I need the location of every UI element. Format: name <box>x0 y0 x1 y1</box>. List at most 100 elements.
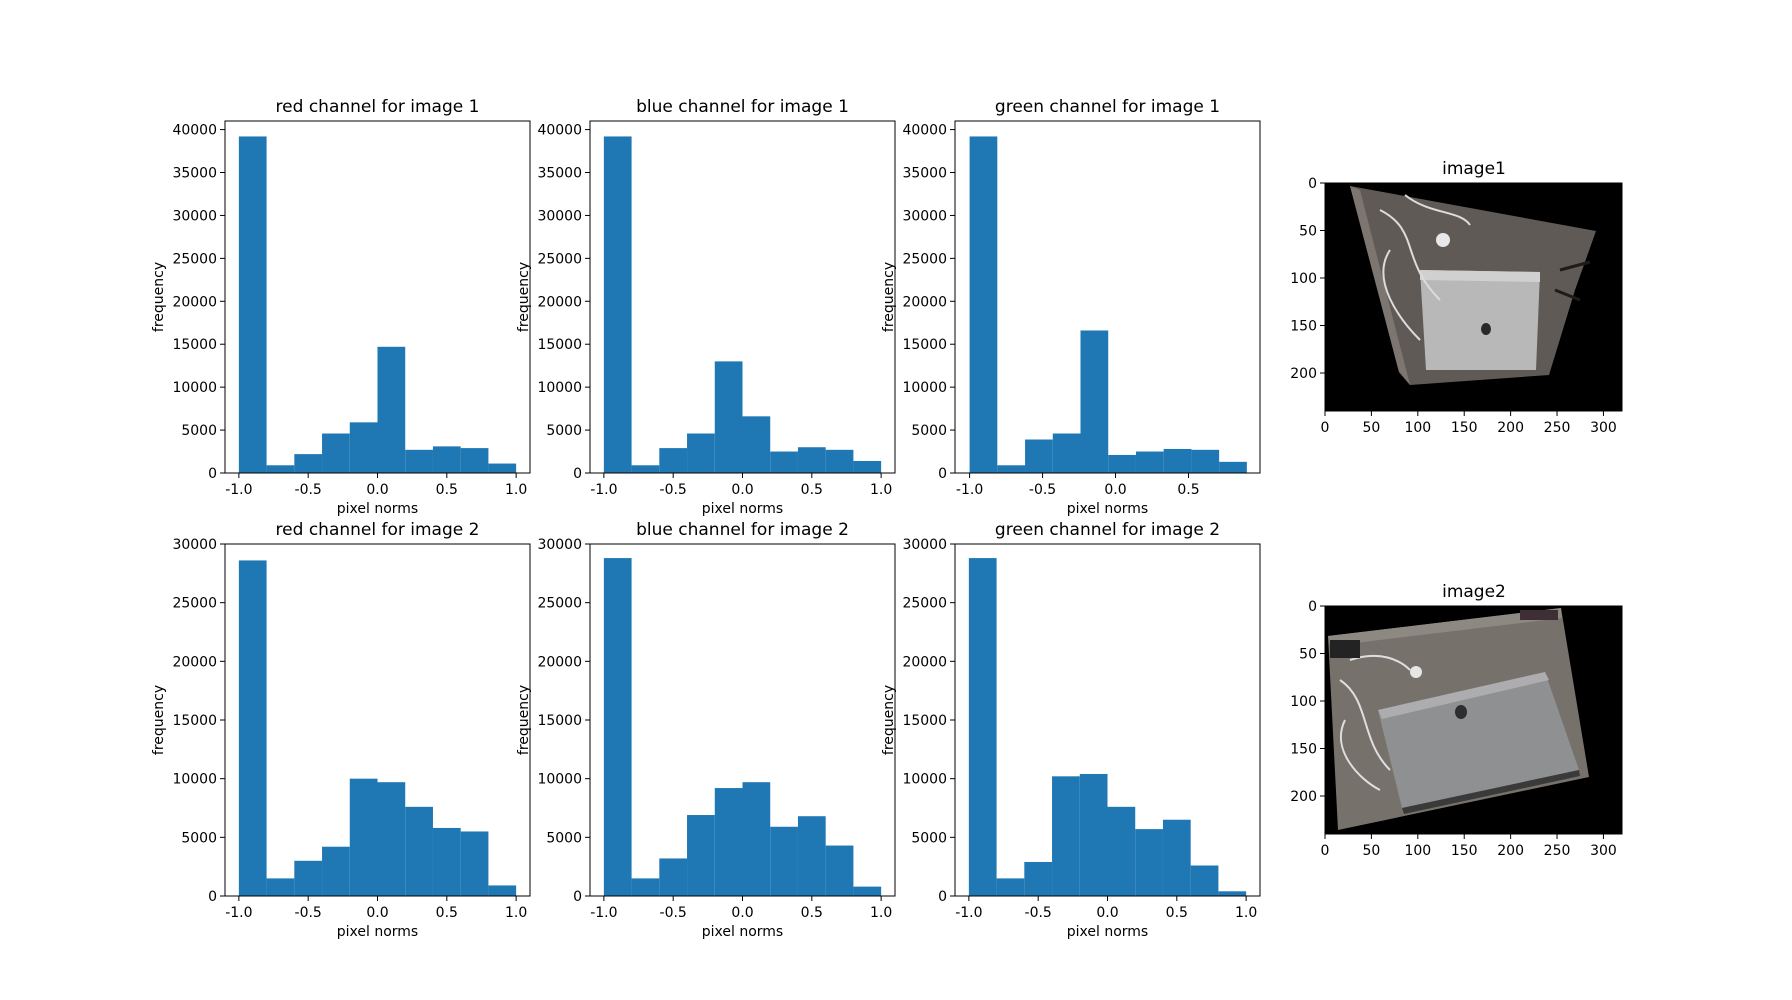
y-tick-label: 15000 <box>902 713 947 729</box>
histogram-bar <box>1135 829 1163 896</box>
histogram-bar <box>405 449 433 473</box>
image-y-tick-label: 150 <box>1290 319 1317 335</box>
image-x-tick-label: 250 <box>1544 843 1571 859</box>
histogram-bar <box>1108 454 1136 473</box>
histogram-bar <box>377 782 406 896</box>
y-tick-label: 10000 <box>172 380 217 396</box>
y-axis-label: frequency <box>881 262 897 332</box>
histogram-bar <box>659 858 688 896</box>
x-tick-label: -1.0 <box>955 905 982 921</box>
histogram-bar <box>687 433 715 473</box>
image-x-tick-label: 150 <box>1451 843 1478 859</box>
image-x-tick-label: 50 <box>1362 843 1380 859</box>
histogram-bar <box>997 465 1026 473</box>
x-tick-label: 1.0 <box>1235 905 1257 921</box>
y-tick-label: 25000 <box>172 596 217 612</box>
image1-panel: image1 0 50 100 150 200 250 300 0 50 100 150 200 <box>1290 159 1623 436</box>
x-axis-label: pixel norms <box>702 501 783 517</box>
y-tick-label: 0 <box>938 889 947 905</box>
histogram-bar <box>1163 448 1192 473</box>
histogram-bar <box>797 447 826 473</box>
y-tick-label: 5000 <box>911 830 947 846</box>
histogram-2: -1.0 -0.5 0.0 0.5 1.0 0 5000 10000 15000 20000 250… <box>516 97 896 517</box>
y-tick-label: 35000 <box>902 166 947 182</box>
image-x-tick-label: 200 <box>1497 420 1524 436</box>
x-axis-label: pixel norms <box>337 501 418 517</box>
histogram-bar <box>631 878 660 896</box>
x-tick-label: -1.0 <box>225 482 252 498</box>
image1-title: image1 <box>1442 159 1506 179</box>
y-axis-label: frequency <box>516 685 532 755</box>
x-tick-label: 1.0 <box>870 482 892 498</box>
histogram-bar <box>432 446 461 473</box>
histogram-bar <box>770 451 798 473</box>
y-tick-label: 15000 <box>172 337 217 353</box>
y-tick-label: 15000 <box>172 713 217 729</box>
axes-frame <box>954 120 1261 474</box>
y-tick-label: 10000 <box>902 772 947 788</box>
chart-title: red channel for image 1 <box>276 97 480 117</box>
histogram-bar <box>996 878 1025 896</box>
y-tick-label: 0 <box>573 889 582 905</box>
x-tick-label: 0.0 <box>366 482 388 498</box>
image-x-tick-label: 0 <box>1321 843 1330 859</box>
x-tick-label: 0.0 <box>366 905 388 921</box>
histogram-bar <box>631 465 660 473</box>
y-tick-label: 40000 <box>902 123 947 139</box>
y-tick-label: 25000 <box>902 596 947 612</box>
chart-title: blue channel for image 2 <box>636 520 849 540</box>
x-axis-label: pixel norms <box>1067 501 1148 517</box>
histogram-bar <box>797 816 826 896</box>
histogram-bar <box>1024 861 1053 896</box>
x-tick-label: -0.5 <box>295 905 322 921</box>
histogram-bar <box>853 886 882 896</box>
y-tick-label: 0 <box>208 466 217 482</box>
histogram-bar <box>968 558 997 896</box>
histogram-bar <box>349 422 378 473</box>
x-tick-label: -0.5 <box>1025 905 1052 921</box>
histogram-bar <box>603 136 632 473</box>
histogram-bar <box>238 560 267 896</box>
histogram-bar <box>1080 330 1109 473</box>
x-tick-label: 0.5 <box>1166 905 1188 921</box>
y-tick-label: 20000 <box>172 294 217 310</box>
y-tick-label: 30000 <box>172 208 217 224</box>
y-tick-label: 15000 <box>902 337 947 353</box>
image-x-tick-label: 300 <box>1590 843 1617 859</box>
image-x-tick-label: 100 <box>1404 420 1431 436</box>
chart-title: green channel for image 1 <box>995 97 1220 117</box>
y-tick-label: 0 <box>573 466 582 482</box>
y-tick-label: 5000 <box>181 423 217 439</box>
histogram-bar <box>1190 865 1219 896</box>
y-tick-label: 25000 <box>172 251 217 267</box>
x-tick-label: 0.0 <box>1104 482 1126 498</box>
y-axis-label: frequency <box>516 262 532 332</box>
histogram-4: -1.0 -0.5 0.0 0.5 1.0 0 5000 10000 15000 20000 250… <box>151 520 531 940</box>
x-tick-label: 0.0 <box>1096 905 1118 921</box>
y-tick-label: 30000 <box>537 208 582 224</box>
image2-panel: image2 0 50 100 150 200 250 300 0 50 100 150 200 <box>1290 582 1623 859</box>
x-tick-label: 1.0 <box>870 905 892 921</box>
histogram-bar <box>349 778 378 896</box>
x-tick-label: -0.5 <box>660 482 687 498</box>
y-tick-label: 30000 <box>172 537 217 553</box>
histogram-bar <box>322 433 350 473</box>
x-tick-label: 0.0 <box>731 905 753 921</box>
y-tick-label: 25000 <box>537 251 582 267</box>
histogram-bar <box>742 782 771 896</box>
y-tick-label: 10000 <box>902 380 947 396</box>
image-y-tick-label: 200 <box>1290 789 1317 805</box>
histogram-1: -1.0 -0.5 0.0 0.5 1.0 0 5000 10000 15000 20000 250… <box>151 97 531 517</box>
y-tick-label: 35000 <box>172 166 217 182</box>
y-tick-label: 5000 <box>546 423 582 439</box>
image-x-tick-label: 100 <box>1404 843 1431 859</box>
histogram-bar <box>687 815 715 896</box>
histogram-bar <box>714 788 743 896</box>
x-tick-label: 0.0 <box>731 482 753 498</box>
x-tick-label: -1.0 <box>956 482 983 498</box>
histogram-3: -1.0 -0.5 0.0 0.5 0 5000 10000 15000 20000 25000 3… <box>881 97 1261 517</box>
y-tick-label: 25000 <box>537 596 582 612</box>
image-y-tick-label: 50 <box>1299 647 1317 663</box>
image2-title: image2 <box>1442 582 1506 602</box>
histogram-bar <box>1025 439 1053 473</box>
